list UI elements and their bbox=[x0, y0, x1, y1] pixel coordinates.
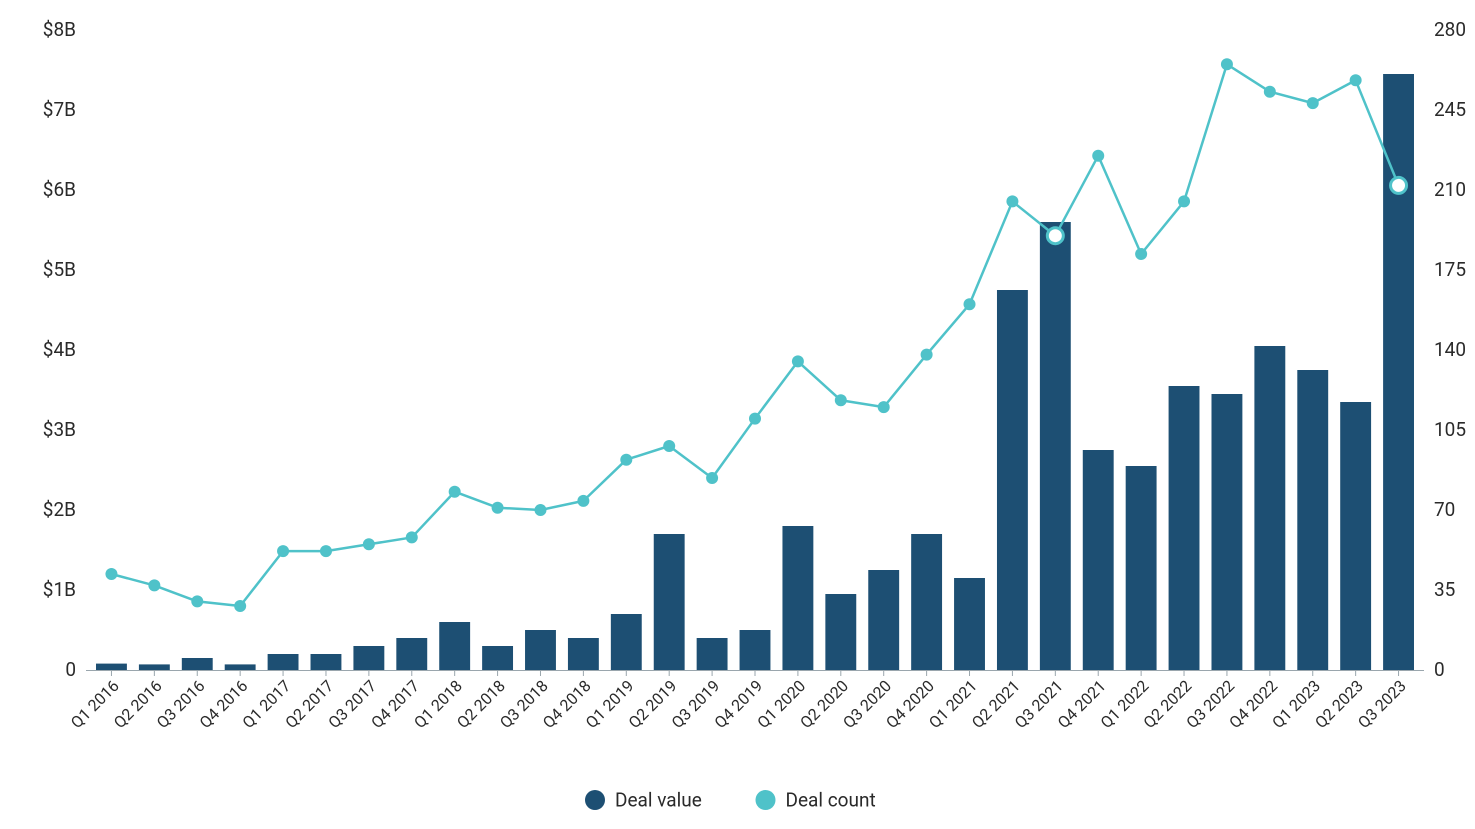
y-right-tick-label: 245 bbox=[1434, 98, 1466, 121]
bar bbox=[1211, 394, 1242, 670]
bar bbox=[482, 646, 513, 670]
line-marker bbox=[620, 454, 632, 466]
line-marker bbox=[1307, 97, 1319, 109]
bar bbox=[954, 578, 985, 670]
line-marker bbox=[706, 472, 718, 484]
chart-canvas: 0 $1B $2B $3B $4B $5B $6B $7B $8B 0 35 70 105 140 175 2… bbox=[0, 0, 1475, 829]
y-left-tick-label: 0 bbox=[65, 658, 76, 681]
bar bbox=[697, 638, 728, 670]
bar bbox=[825, 594, 856, 670]
bar bbox=[911, 534, 942, 670]
bar bbox=[96, 664, 127, 670]
line-marker bbox=[449, 486, 461, 498]
line-marker bbox=[577, 495, 589, 507]
line-marker bbox=[1221, 58, 1233, 70]
x-tick-label: Q3 2023 bbox=[1354, 676, 1410, 732]
line-marker bbox=[492, 502, 504, 514]
legend-label: Deal count bbox=[786, 789, 876, 812]
deal-chart: 0 $1B $2B $3B $4B $5B $6B $7B $8B 0 35 70 105 140 175 2… bbox=[0, 0, 1475, 829]
y-left-tick-label: $3B bbox=[43, 418, 76, 441]
bar bbox=[311, 654, 342, 670]
line-series bbox=[111, 64, 1398, 606]
y-right-tick-label: 140 bbox=[1434, 338, 1466, 361]
line-marker bbox=[534, 504, 546, 516]
y-right-tick-label: 210 bbox=[1434, 178, 1466, 201]
line-marker bbox=[792, 355, 804, 367]
legend-swatch bbox=[585, 790, 605, 810]
line-marker bbox=[1135, 248, 1147, 260]
y-left-tick-label: $7B bbox=[43, 98, 76, 121]
line-marker bbox=[234, 600, 246, 612]
y-left-tick-label: $6B bbox=[43, 178, 76, 201]
bar bbox=[654, 534, 685, 670]
line-marker bbox=[1092, 150, 1104, 162]
bar bbox=[868, 570, 899, 670]
legend-swatch bbox=[756, 790, 776, 810]
bar bbox=[1126, 466, 1157, 670]
legend-label: Deal value bbox=[615, 789, 702, 812]
bar bbox=[353, 646, 384, 670]
bar bbox=[182, 658, 213, 670]
bar bbox=[740, 630, 771, 670]
y-left-tick-label: $1B bbox=[43, 578, 76, 601]
bar bbox=[1254, 346, 1285, 670]
bar bbox=[225, 664, 256, 670]
line-marker bbox=[1264, 86, 1276, 98]
bar bbox=[1083, 450, 1114, 670]
bar bbox=[611, 614, 642, 670]
y-right-tick-label: 105 bbox=[1434, 418, 1466, 441]
bar bbox=[1383, 74, 1414, 670]
bar bbox=[1297, 370, 1328, 670]
line-marker bbox=[663, 440, 675, 452]
bar bbox=[782, 526, 813, 670]
y-left-tick-label: $8B bbox=[43, 18, 76, 41]
y-right-tick-label: 280 bbox=[1434, 18, 1466, 41]
line-marker bbox=[835, 394, 847, 406]
line-marker bbox=[964, 298, 976, 310]
y-right-tick-label: 0 bbox=[1434, 658, 1445, 681]
line-marker-highlight bbox=[1391, 177, 1407, 193]
bar bbox=[1040, 222, 1071, 670]
line-marker bbox=[363, 538, 375, 550]
bar bbox=[997, 290, 1028, 670]
line-marker bbox=[1006, 195, 1018, 207]
bar bbox=[396, 638, 427, 670]
y-left-tick-label: $2B bbox=[43, 498, 76, 521]
line-marker bbox=[878, 401, 890, 413]
line-marker bbox=[749, 413, 761, 425]
bar bbox=[568, 638, 599, 670]
bar bbox=[1340, 402, 1371, 670]
line-marker bbox=[1178, 195, 1190, 207]
line-marker bbox=[1350, 74, 1362, 86]
line-marker bbox=[148, 579, 160, 591]
line-marker bbox=[105, 568, 117, 580]
line-marker-highlight bbox=[1047, 228, 1063, 244]
bar bbox=[1169, 386, 1200, 670]
bar bbox=[525, 630, 556, 670]
y-left-tick-label: $5B bbox=[43, 258, 76, 281]
line-marker bbox=[921, 349, 933, 361]
y-right-tick-label: 35 bbox=[1434, 578, 1455, 601]
bar bbox=[139, 664, 170, 670]
y-left-tick-label: $4B bbox=[43, 338, 76, 361]
line-marker bbox=[320, 545, 332, 557]
y-right-tick-label: 175 bbox=[1434, 258, 1466, 281]
bar bbox=[268, 654, 299, 670]
line-marker bbox=[277, 545, 289, 557]
line-marker bbox=[406, 531, 418, 543]
legend: Deal value Deal count bbox=[585, 789, 876, 812]
line-marker bbox=[191, 595, 203, 607]
bar bbox=[439, 622, 470, 670]
y-right-tick-label: 70 bbox=[1434, 498, 1455, 521]
